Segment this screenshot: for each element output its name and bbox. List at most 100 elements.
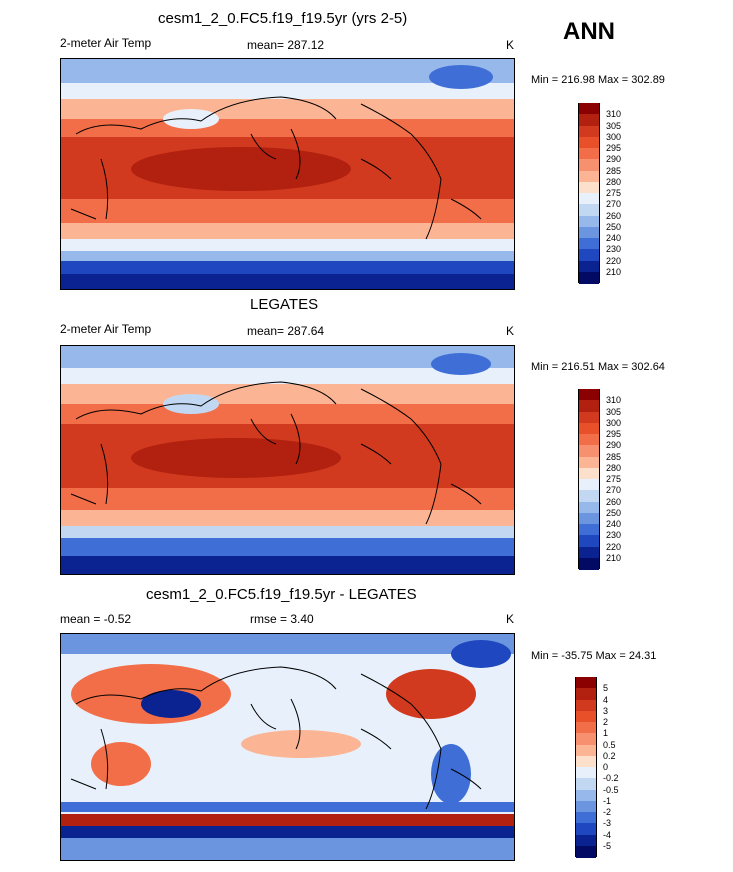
colorbar-swatch [576, 845, 596, 858]
colorbar-swatch [579, 215, 599, 228]
coastlines [70, 666, 482, 810]
colorbar-tick-label: 275 [606, 188, 622, 198]
arctic-bias [61, 634, 514, 654]
antarctic-warm-bias-band [61, 814, 514, 826]
colorbar-tick-label: 275 [606, 474, 622, 484]
colorbar-swatch [579, 411, 599, 424]
colorbar-swatch [579, 400, 599, 412]
himalaya-cold-bias [141, 690, 201, 718]
colorbar-swatch [579, 501, 599, 514]
colorbar-swatch [576, 677, 596, 689]
northern-subtropic-band [61, 119, 514, 139]
antarctic-interior-bias [61, 838, 514, 860]
southern-subtropic-band [61, 199, 514, 225]
colorbar-swatch [579, 193, 599, 205]
panel-2-colorbar [578, 389, 600, 570]
colorbar-tick-label: 300 [606, 417, 622, 428]
colorbar-swatch [579, 546, 599, 559]
subarctic-band [61, 83, 514, 101]
colorbar-tick-label: 250 [606, 507, 622, 518]
northern-midlat-band [61, 384, 514, 406]
colorbar-tick-label: 295 [606, 143, 622, 153]
colorbar-swatch [579, 125, 599, 138]
colorbar-swatch [579, 204, 599, 216]
greenland-cold [431, 353, 491, 375]
colorbar-swatch [579, 557, 599, 570]
colorbar-tick-label: 240 [606, 519, 622, 529]
panel-2-units-label: K [506, 324, 515, 338]
southern-ocean-band [61, 526, 514, 540]
colorbar-tick-label: -1 [603, 795, 612, 806]
colorbar-swatch [576, 778, 596, 790]
southern-ocean-band [61, 239, 514, 253]
panel-2-variable-label: 2-meter Air Temp [60, 322, 152, 336]
colorbar-swatch [576, 812, 596, 824]
colorbar-tick-label: 210 [606, 552, 622, 563]
colorbar-swatch [576, 800, 596, 813]
panel-3-mean-label: mean = -0.52 [60, 612, 132, 626]
colorbar-tick-label: 220 [606, 255, 622, 266]
colorbar-swatch [579, 479, 599, 491]
colorbar-swatch [579, 535, 599, 547]
colorbar-tick-label: -5 [603, 840, 612, 851]
colorbar-swatch [579, 260, 599, 273]
colorbar-tick-label: 1 [603, 728, 609, 739]
colorbar-swatch [579, 512, 599, 525]
colorbar-swatch [579, 445, 599, 457]
colorbar-swatch [579, 136, 599, 149]
colorbar-swatch [579, 114, 599, 126]
subantarctic-band [61, 251, 514, 263]
season-label: ANN [563, 18, 615, 45]
colorbar-swatch [579, 181, 599, 194]
colorbar-tick-label: 0 [603, 762, 609, 772]
colorbar-swatch [576, 823, 596, 835]
panel-2-minmax: Min = 216.51 Max = 302.64 [531, 361, 665, 373]
colorbar-tick-label: 295 [606, 429, 622, 439]
panel-1-variable-label: 2-meter Air Temp [60, 36, 152, 50]
subarctic-band [61, 368, 514, 386]
greenland-cold [429, 65, 493, 89]
antarctic-interior [61, 556, 514, 574]
colorbar-tick-label: 310 [606, 395, 622, 406]
colorbar-tick-label: 240 [606, 233, 622, 243]
colorbar-tick-label: 0.2 [603, 750, 616, 761]
panel-1-minmax: Min = 216.98 Max = 302.89 [531, 74, 665, 86]
colorbar-swatch [576, 744, 596, 757]
colorbar-tick-label: 230 [606, 530, 622, 541]
warm-pool [131, 438, 341, 478]
panel-1-mean-label: mean= 287.12 [247, 38, 325, 52]
colorbar-tick-label: -0.5 [603, 784, 619, 795]
colorbar-tick-label: 305 [606, 120, 622, 131]
colorbar-swatch [576, 767, 596, 779]
southern-ocean-cold-bias [61, 802, 514, 812]
colorbar-tick-label: 3 [603, 705, 609, 716]
southern-midlat-band [61, 510, 514, 528]
colorbar-tick-label: 305 [606, 406, 622, 417]
colorbar-tick-label: 5 [603, 683, 609, 694]
panel-3-rmse-label: rmse = 3.40 [250, 612, 314, 626]
colorbar-swatch [576, 789, 596, 802]
southern-subtropic-band [61, 488, 514, 512]
colorbar-tick-label: 230 [606, 244, 622, 255]
colorbar-swatch [579, 389, 599, 401]
panel-3-map [60, 633, 515, 861]
colorbar-tick-label: 2 [603, 717, 609, 727]
colorbar-tick-label: 300 [606, 131, 622, 142]
colorbar-swatch [579, 148, 599, 160]
colorbar-tick-label: 270 [606, 485, 622, 496]
colorbar-tick-label: 280 [606, 462, 622, 473]
panel-2-title: LEGATES [250, 296, 319, 313]
antarctic-cold-bias-band [61, 826, 514, 838]
colorbar-tick-label: -3 [603, 818, 612, 829]
northern-subtropic-band [61, 404, 514, 426]
greenland-cold-bias [451, 640, 511, 668]
colorbar-tick-label: 290 [606, 154, 622, 165]
panel-2-map-field [61, 346, 514, 574]
panel-1-units-label: K [506, 38, 515, 52]
colorbar-swatch [579, 524, 599, 536]
colorbar-swatch [579, 456, 599, 469]
colorbar-swatch [579, 159, 599, 171]
colorbar-swatch [579, 422, 599, 435]
colorbar-tick-label: 220 [606, 541, 622, 552]
colorbar-swatch [579, 238, 599, 250]
